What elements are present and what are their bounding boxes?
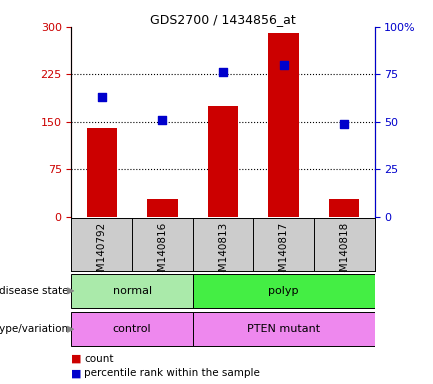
Text: GSM140818: GSM140818 [339,222,349,285]
Bar [329,199,359,217]
Text: normal: normal [113,286,152,296]
Bar [71,274,193,308]
Bar [268,33,299,217]
Point [98,94,105,100]
Point [220,70,226,76]
Bar [193,274,375,308]
Title: GDS2700 / 1434856_at: GDS2700 / 1434856_at [150,13,296,26]
Text: GSM140813: GSM140813 [218,222,228,285]
Text: count: count [84,354,114,364]
Text: disease state: disease state [0,286,68,296]
Point [159,117,166,123]
Text: ■: ■ [71,354,82,364]
Text: percentile rank within the sample: percentile rank within the sample [84,368,260,378]
Text: GSM140792: GSM140792 [97,222,107,285]
Text: control: control [113,324,152,334]
Text: PTEN mutant: PTEN mutant [247,324,320,334]
Bar [193,313,375,346]
Text: ■: ■ [71,368,82,378]
Bar [147,199,178,217]
Text: genotype/variation: genotype/variation [0,324,68,334]
Text: GSM140816: GSM140816 [157,222,168,285]
Bar [87,128,117,217]
Point [280,62,287,68]
Text: polyp: polyp [268,286,299,296]
Bar [71,313,193,346]
Bar [208,106,238,217]
Text: GSM140817: GSM140817 [278,222,289,285]
Point [341,121,348,127]
